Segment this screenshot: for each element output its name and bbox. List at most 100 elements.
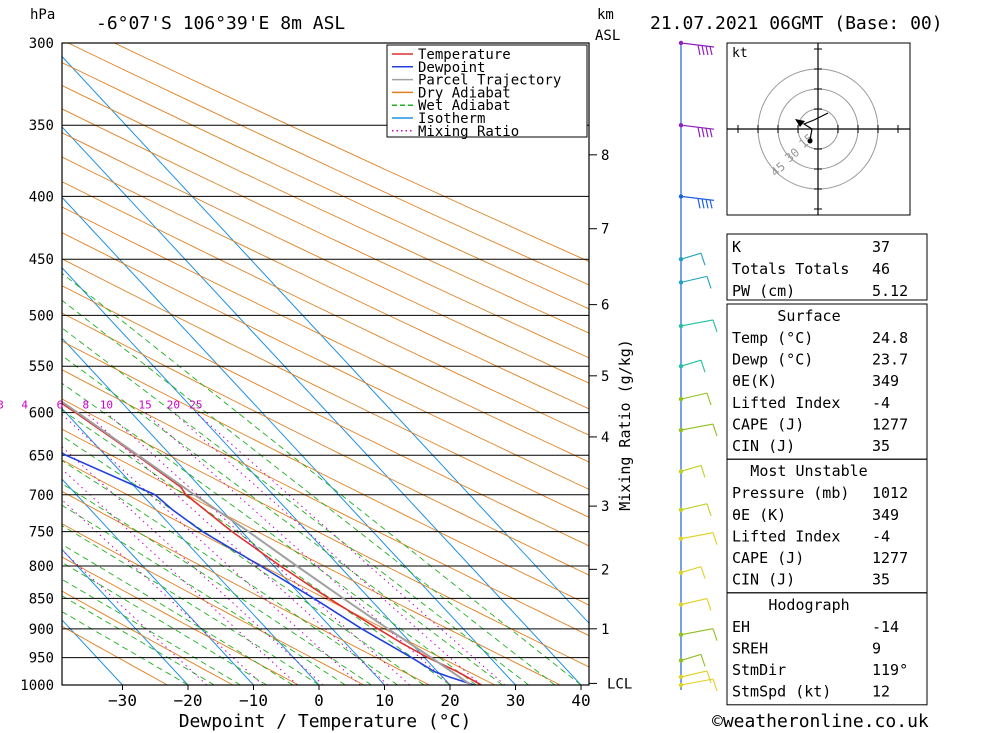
wind-barb-flag <box>697 44 701 56</box>
wind-barb <box>680 678 714 686</box>
index-box-top <box>726 233 928 301</box>
legend-label: Isotherm <box>418 111 485 127</box>
dry-adiabat-line <box>62 490 430 685</box>
index-label: K <box>732 238 741 256</box>
pressure-tick-label: 400 <box>29 189 54 205</box>
mixing-ratio-label: 4 <box>21 399 28 412</box>
km-tick-label: 7 <box>601 222 609 238</box>
hodograph-storm-motion <box>807 138 813 144</box>
asl-label: ASL <box>595 28 620 44</box>
index-label: CIN (J) <box>732 571 795 589</box>
km-tick-label: 1 <box>601 622 609 638</box>
mixing-ratio-line <box>85 412 389 685</box>
index-value: 9 <box>872 639 881 657</box>
index-value: 349 <box>872 372 899 390</box>
isotherm-line <box>62 407 320 685</box>
index-value: 119° <box>872 661 908 679</box>
wind-barb-flag <box>706 670 712 684</box>
wind-barb-flag <box>705 199 709 209</box>
wind-barb-flag <box>706 276 712 289</box>
legend-label: Dry Adiabat <box>418 85 511 101</box>
x-axis-title: Dewpoint / Temperature (°C) <box>179 711 472 732</box>
pressure-tick-label: 850 <box>29 591 54 607</box>
isotherm-line <box>62 267 451 685</box>
wind-barb-flag <box>712 678 718 692</box>
legend-label: Temperature <box>418 47 511 63</box>
mixing-ratio-axis-title: Mixing Ratio (g/kg) <box>616 339 634 511</box>
wind-barb <box>680 42 715 48</box>
series-temperature <box>62 402 482 685</box>
y-unit-label: hPa <box>30 7 55 23</box>
wet-adiabat-line <box>62 611 189 685</box>
wind-barb <box>680 124 715 130</box>
index-value: 23.7 <box>872 351 908 369</box>
wind-barbs <box>678 40 718 692</box>
wind-barb-flag <box>697 127 701 138</box>
index-value: 349 <box>872 506 899 524</box>
mixing-ratio-label: 15 <box>138 399 151 412</box>
pressure-tick-label: 500 <box>29 308 54 324</box>
index-label: PW (cm) <box>732 282 795 300</box>
dry-adiabat-line <box>67 43 589 286</box>
x-tick-label: 30 <box>506 691 525 710</box>
mixing-ratio-line <box>62 413 361 685</box>
km-tick-label: 4 <box>601 430 609 446</box>
km-tick-label: 2 <box>601 562 609 578</box>
km-tick-label: 8 <box>601 148 609 164</box>
hodograph-storm-arrow <box>795 119 805 127</box>
dry-adiabat-line <box>62 459 496 685</box>
location-title: -6°07'S 106°39'E 8m ASL <box>96 13 345 34</box>
index-value: 1277 <box>872 549 908 567</box>
dry-adiabat-line <box>62 590 234 685</box>
wind-barb <box>680 423 714 431</box>
series-dewpoint <box>62 451 475 685</box>
mixing-ratio-label: 3 <box>0 399 4 412</box>
pressure-tick-label: 700 <box>29 488 54 504</box>
pressure-tick-label: 1000 <box>20 678 54 694</box>
wind-barb <box>680 359 702 367</box>
index-label: SREH <box>732 639 768 657</box>
wind-barb <box>680 598 708 606</box>
wind-barb-flag <box>700 566 706 579</box>
wind-barb-flag <box>706 598 712 611</box>
index-section-title: Surface <box>777 307 840 325</box>
wind-barb-flag <box>705 128 709 138</box>
mixing-ratio-label: 6 <box>57 399 64 412</box>
wet-adiabat-line <box>62 460 398 685</box>
wind-barb <box>680 653 702 661</box>
wind-barb-flag <box>700 654 706 667</box>
pressure-tick-label: 650 <box>29 448 54 464</box>
dry-adiabat-line <box>62 340 589 606</box>
mixing-ratio-label: 8 <box>83 399 90 412</box>
index-label: CAPE (J) <box>732 549 804 567</box>
series-parcel-trajectory <box>62 400 472 685</box>
index-value: -14 <box>872 618 899 636</box>
mixing-ratio-label: 25 <box>189 399 202 412</box>
wet-adiabat-line <box>62 524 320 685</box>
km-tick-label: 5 <box>601 369 609 385</box>
pressure-tick-label: 300 <box>29 36 54 52</box>
wind-barb <box>680 503 708 511</box>
x-tick-label: 20 <box>440 691 459 710</box>
pressure-tick-label: 550 <box>29 359 54 375</box>
hodograph-trace <box>802 112 829 141</box>
index-section-title: Most Unstable <box>750 462 867 480</box>
wind-barb <box>680 252 702 260</box>
wind-barb <box>680 195 715 201</box>
km-unit-label: km <box>597 7 614 23</box>
km-tick-label: 6 <box>601 298 609 314</box>
km-tick-label: 3 <box>601 499 609 515</box>
mixing-ratio-line <box>106 412 411 685</box>
index-label: Pressure (mb) <box>732 484 849 502</box>
wind-barb-flag <box>701 127 705 138</box>
index-value: -4 <box>872 527 890 545</box>
index-value: 1012 <box>872 484 908 502</box>
mixing-ratio-line <box>173 412 482 685</box>
plot-frame <box>61 42 590 686</box>
chart-axes: 1234681015202530035040045050055060065070… <box>0 36 632 710</box>
datetime-title: 21.07.2021 06GMT (Base: 00) <box>650 13 943 34</box>
wind-barb <box>680 532 714 540</box>
wind-barb-flag <box>709 46 713 56</box>
wind-barb-flag <box>706 503 712 517</box>
